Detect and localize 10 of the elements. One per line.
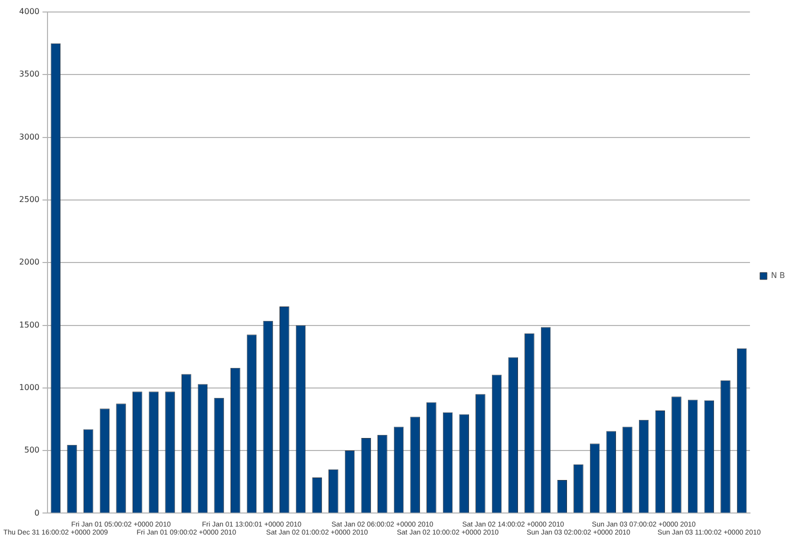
y-tick-label: 2500 — [19, 195, 40, 204]
y-tick-label: 3000 — [19, 132, 40, 142]
y-tick-label: 1500 — [19, 320, 40, 330]
y-tick-label: 2000 — [19, 258, 40, 267]
y-tick-label: 3500 — [19, 70, 40, 79]
y-tick-label: 500 — [24, 446, 40, 455]
y-tick-label: 4000 — [19, 7, 40, 16]
legend-label: N B — [770, 271, 785, 280]
y-tick-label: 1000 — [19, 382, 40, 392]
y-tick-label: 0 — [34, 508, 40, 518]
